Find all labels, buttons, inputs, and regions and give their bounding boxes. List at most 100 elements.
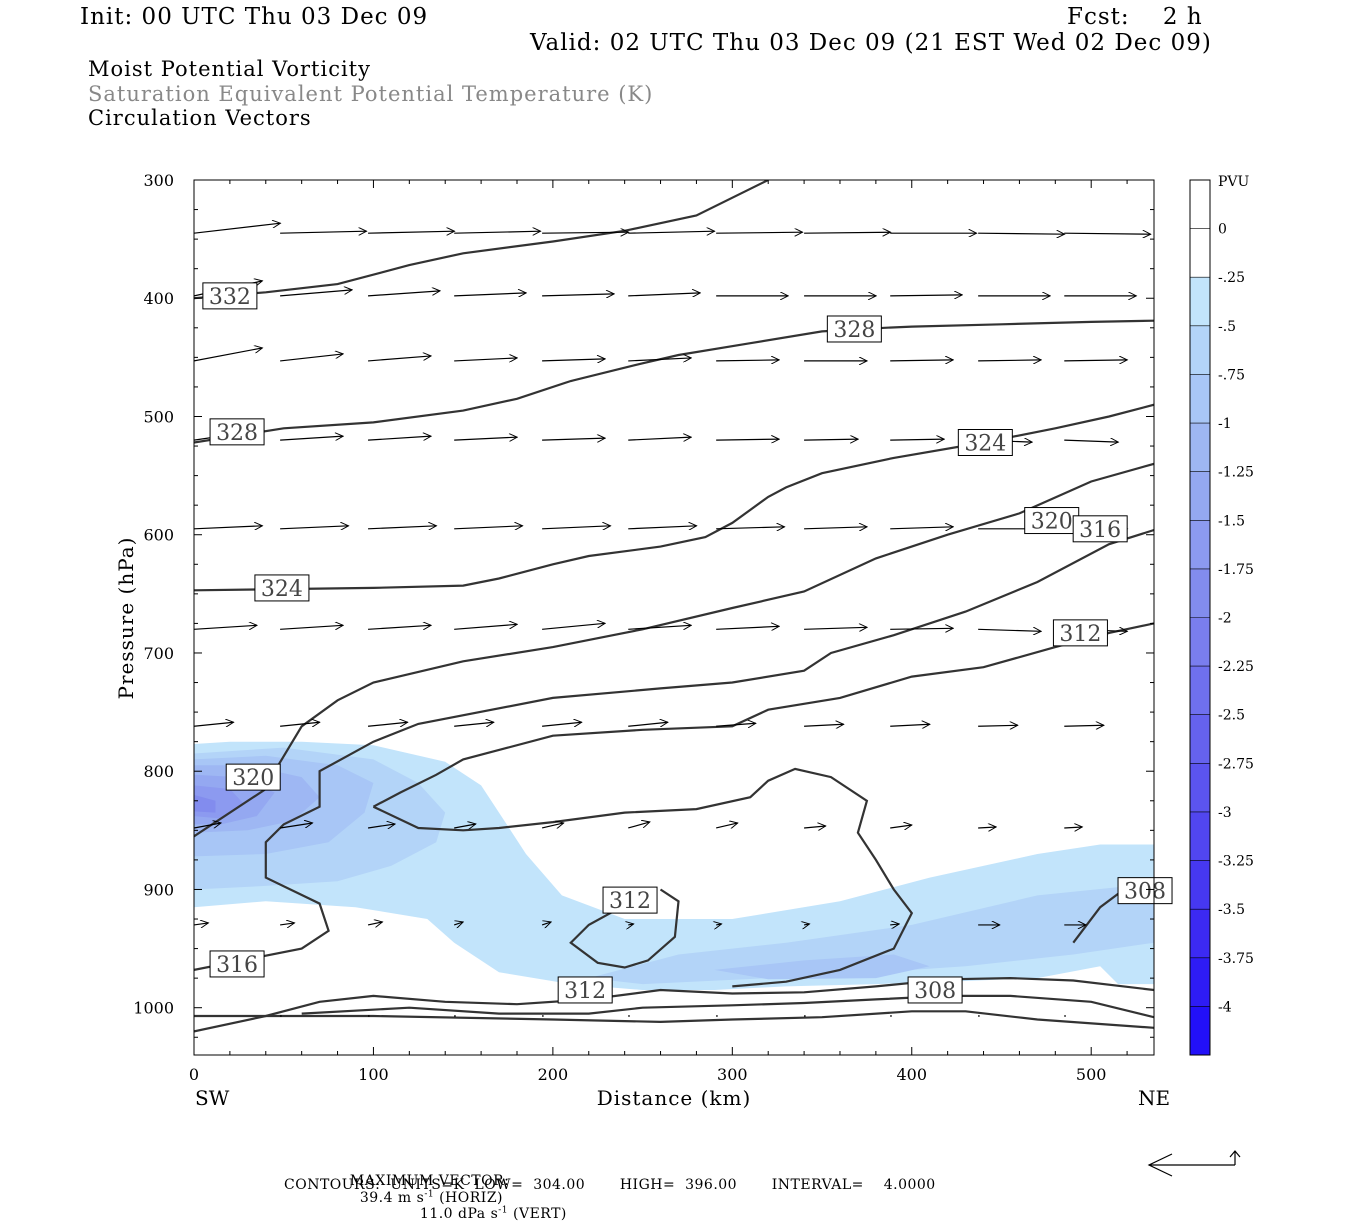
contour-label-box-2 — [209, 418, 265, 446]
contour-label-box-11 — [557, 976, 613, 1004]
vector-7-7 — [804, 826, 826, 828]
vector-7-9 — [978, 827, 996, 828]
vector-0-4 — [542, 232, 628, 233]
title-theta-es: Saturation Equivalent Potential Temperat… — [88, 82, 654, 106]
vector-4-3 — [454, 526, 522, 529]
contour-304-16 — [194, 1010, 1154, 1029]
vector-5-9 — [978, 629, 1041, 631]
contour-labels: 3323283283243243203203163163123123123083… — [202, 282, 1173, 1004]
reference-vector-arrow — [1147, 1150, 1241, 1177]
contour-label-4: 324 — [964, 432, 1006, 457]
colorbar-band-15 — [1190, 909, 1210, 959]
colorbar-band-5 — [1190, 423, 1210, 473]
colorbar-label-1: -.25 — [1218, 270, 1245, 286]
contour-label-box-4 — [957, 429, 1013, 456]
contour-label-15: 308 — [914, 979, 956, 1004]
vector-8-3 — [453, 922, 463, 925]
colorbar-band-16 — [1190, 957, 1210, 1007]
pv-region-4 — [714, 954, 930, 980]
vector-6-1 — [280, 722, 320, 726]
colorbar-label-7: -1.75 — [1218, 562, 1254, 578]
colorbar-band-14 — [1190, 860, 1210, 910]
y-tick-label-300: 300 — [143, 171, 174, 190]
vector-0-0 — [194, 223, 280, 234]
init-time: Init: 00 UTC Thu 03 Dec 09 — [80, 4, 429, 30]
vector-8-8 — [890, 924, 899, 925]
contour-label-2: 328 — [216, 421, 258, 446]
vector-6-3 — [454, 722, 494, 726]
vector-4-4 — [542, 526, 610, 529]
contour-label-box-10 — [1052, 619, 1108, 647]
contour-label-box-5 — [1024, 507, 1080, 535]
colorbar-band-1 — [1190, 228, 1210, 278]
contour-label-box-1 — [826, 315, 882, 343]
vector-0-9 — [978, 233, 1064, 234]
x-tick-label-500: 500 — [1076, 1065, 1107, 1084]
colorbar-band-8 — [1190, 568, 1210, 618]
vector-6-4 — [542, 722, 582, 726]
colorbar-band-3 — [1190, 325, 1210, 375]
vector-6-10 — [1064, 725, 1104, 726]
axes: 300 400 500 600 700 800 900 1000 0 100 200 300 400 50… — [133, 171, 1154, 1084]
pv-region-2 — [588, 883, 1154, 985]
vector-6-6 — [716, 723, 756, 726]
vector-6-9 — [978, 725, 1018, 726]
valid-time: Valid: 02 UTC Thu 03 Dec 09 (21 EST Wed … — [530, 30, 1212, 56]
vector-2-8 — [890, 360, 953, 361]
colorbar-label-15: -3.75 — [1218, 951, 1254, 967]
y-tick-label-900: 900 — [143, 880, 174, 899]
vector-8-4 — [541, 922, 551, 925]
colorbar-label-14: -3.5 — [1218, 902, 1245, 918]
x-tick-label-0: 0 — [189, 1065, 199, 1084]
vector-7-5 — [628, 822, 650, 829]
vector-0-2 — [368, 231, 454, 233]
vector-5-7 — [804, 627, 867, 629]
vector-4-7 — [804, 527, 867, 529]
vector-8-7 — [804, 924, 809, 925]
colorbar-band-0 — [1190, 180, 1210, 230]
contour-label-box-15 — [907, 976, 963, 1004]
colorbar-label-10: -2.5 — [1218, 708, 1245, 724]
vector-0-1 — [280, 231, 366, 233]
vector-8-6 — [716, 924, 721, 925]
colorbar-label-4: -1 — [1218, 416, 1232, 432]
vector-8-0 — [194, 923, 208, 925]
vector-4-2 — [368, 526, 436, 529]
contour-312-11 — [194, 976, 1154, 1033]
vector-1-4 — [542, 294, 614, 296]
contour-328-1 — [194, 319, 1154, 444]
vector-6-7 — [804, 724, 844, 726]
vector-3-4 — [542, 438, 605, 440]
vector-4-5 — [628, 526, 696, 529]
colorbar-label-5: -1.25 — [1218, 465, 1254, 481]
vector-1-3 — [454, 293, 526, 296]
max-vector-label: MAXIMUM VECTOR: — [349, 1173, 510, 1189]
vector-2-5 — [628, 358, 691, 361]
vector-8-5 — [628, 924, 633, 925]
colorbar-band-13 — [1190, 811, 1210, 862]
colorbar-label-2: -.5 — [1218, 319, 1236, 335]
colorbar-label-3: -.75 — [1218, 367, 1245, 383]
pv-region-8 — [194, 794, 216, 813]
contour-label-box-7 — [209, 950, 265, 978]
colorbar-label-8: -2 — [1218, 611, 1232, 627]
colorbar-label-16: -4 — [1218, 999, 1232, 1015]
vector-3-1 — [280, 436, 343, 441]
vector-2-0 — [194, 348, 262, 362]
title-vectors: Circulation Vectors — [88, 106, 312, 130]
vector-5-2 — [368, 625, 431, 630]
contour-label-box-9 — [602, 886, 658, 914]
vector-1-2 — [368, 291, 440, 297]
contour-label-11: 312 — [564, 979, 606, 1004]
contour-label-14: 308 — [1124, 880, 1166, 905]
contour-label-7: 316 — [216, 953, 258, 978]
vector-4-8 — [890, 527, 953, 529]
y-tick-label-400: 400 — [143, 289, 174, 308]
y-axis-label: Pressure (hPa) — [114, 537, 138, 700]
contour-label-box-8 — [1072, 515, 1128, 543]
forecast-hour: Fcst: 2 h — [1067, 4, 1203, 30]
vector-5-1 — [280, 625, 343, 630]
colorbar-label-12: -3 — [1218, 805, 1232, 821]
vector-3-7 — [804, 439, 858, 440]
